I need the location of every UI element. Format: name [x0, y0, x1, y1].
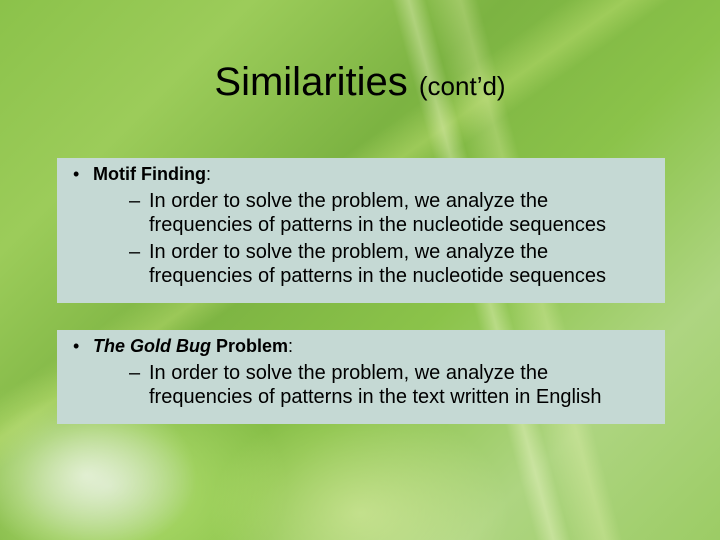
list-item-text: In order to solve the problem, we analyz… — [149, 190, 606, 236]
list-item-text: In order to solve the problem, we analyz… — [149, 241, 606, 287]
lead-motif-bold: Motif Finding — [93, 164, 206, 184]
lead-goldbug-italic: The Gold Bug — [93, 336, 211, 356]
slide-title: Similarities (cont’d) — [0, 0, 720, 129]
title-sub: (cont’d) — [419, 71, 506, 101]
lead-goldbug-bold: Problem — [211, 336, 288, 356]
slide: Similarities (cont’d) Motif Finding: In … — [0, 0, 720, 540]
content-box-motif: Motif Finding: In order to solve the pro… — [57, 158, 665, 303]
title-main: Similarities — [214, 60, 418, 104]
content-box-goldbug: The Gold Bug Problem: In order to solve … — [57, 330, 665, 424]
list-item: In order to solve the problem, we analyz… — [67, 189, 655, 238]
lead-motif: Motif Finding: — [67, 164, 655, 185]
lead-goldbug: The Gold Bug Problem: — [67, 336, 655, 357]
lead-goldbug-tail: : — [288, 336, 293, 356]
lead-motif-tail: : — [206, 164, 211, 184]
list-item: In order to solve the problem, we analyz… — [67, 240, 655, 289]
list-item: In order to solve the problem, we analyz… — [67, 361, 655, 410]
list-item-text: In order to solve the problem, we analyz… — [149, 362, 601, 408]
